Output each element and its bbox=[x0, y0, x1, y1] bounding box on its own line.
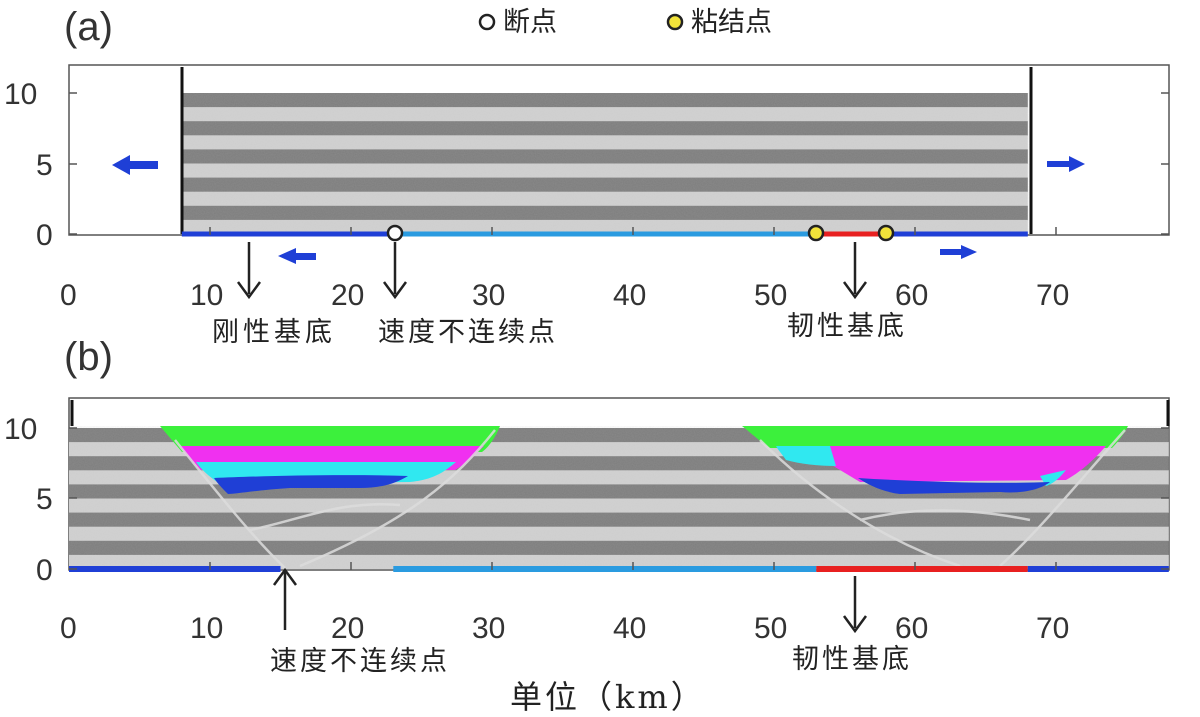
left-wall-motion-arrow bbox=[112, 155, 158, 175]
breakpoint-marker bbox=[386, 224, 404, 242]
right-basin-blue-layer bbox=[858, 478, 1050, 494]
panel-b-y-tick-10: 10 bbox=[4, 413, 37, 446]
panel-a-grain bbox=[182, 93, 1031, 234]
panel-b-x-tick-30: 30 bbox=[472, 612, 505, 645]
panel-a-x-tick-40: 40 bbox=[613, 279, 646, 312]
right-wall-motion-arrow bbox=[1047, 156, 1085, 172]
panel-b-content bbox=[69, 426, 1169, 569]
ductile-basement-label-a: 韧性基底 bbox=[787, 311, 907, 342]
right-basin-fill bbox=[742, 426, 1128, 494]
bond-point-legend-marker bbox=[666, 13, 684, 31]
x-axis-label: 单位（km） bbox=[510, 678, 706, 716]
panel-b-x-tick-70: 70 bbox=[1036, 612, 1069, 645]
panel-b-y-axis bbox=[69, 427, 1169, 570]
panel-a-x-tick-marks bbox=[209, 227, 1057, 235]
left-basement-motion-arrow bbox=[278, 248, 316, 264]
velocity-discontinuity-label-b: 速度不连续点 bbox=[270, 646, 450, 677]
ductile-basement-arrow-b bbox=[842, 576, 868, 634]
panel-a-x-tick-10: 10 bbox=[190, 279, 223, 312]
bond-point-marker-left bbox=[807, 224, 825, 242]
panel-b-y-tick-5: 5 bbox=[36, 483, 53, 516]
panel-b-x-tick-20: 20 bbox=[331, 612, 364, 645]
right-basin-green-layer bbox=[742, 426, 1128, 448]
right-basin-magenta-layer bbox=[800, 446, 1106, 482]
panel-a-x-tick-70: 70 bbox=[1036, 279, 1069, 312]
panel-a-x-tick-20: 20 bbox=[331, 279, 364, 312]
ductile-basement-label-b: 韧性基底 bbox=[792, 644, 912, 675]
panel-a-x-tick-30: 30 bbox=[472, 279, 505, 312]
panel-b-label: (b) bbox=[64, 335, 113, 379]
ductile-basement-arrow-a bbox=[842, 242, 868, 300]
panel-b: (b) bbox=[4, 335, 1170, 677]
legend-breakpoint-label: 断点 bbox=[503, 7, 557, 38]
rigid-basement-arrow bbox=[236, 242, 262, 300]
panel-a: (a) 0 5 bbox=[4, 5, 1170, 348]
panel-a-y-tick-5: 5 bbox=[36, 149, 53, 182]
breakpoint-legend-marker bbox=[478, 13, 496, 31]
velocity-discontinuity-label-a: 速度不连续点 bbox=[378, 317, 558, 348]
panel-b-x-tick-0: 0 bbox=[60, 612, 77, 645]
panel-b-x-tick-10: 10 bbox=[190, 612, 223, 645]
panel-a-y-tick-0: 0 bbox=[36, 219, 53, 252]
panel-a-label: (a) bbox=[64, 5, 113, 49]
panel-b-x-tick-40: 40 bbox=[613, 612, 646, 645]
fault-traces bbox=[174, 429, 1126, 569]
panel-b-x-tick-marks bbox=[209, 562, 1057, 570]
panel-b-y-tick-0: 0 bbox=[36, 554, 53, 587]
panel-a-x-tick-50: 50 bbox=[754, 279, 787, 312]
panel-a-x-tick-60: 60 bbox=[895, 279, 928, 312]
panel-b-x-tick-60: 60 bbox=[895, 612, 928, 645]
velocity-discontinuity-arrow-b bbox=[272, 567, 298, 630]
right-basin-cyan-layer bbox=[776, 446, 1066, 486]
rigid-basement-label: 刚性基底 bbox=[212, 317, 336, 348]
legend-bond-point-label: 粘结点 bbox=[691, 7, 772, 38]
panel-b-x-tick-50: 50 bbox=[754, 612, 787, 645]
left-basin-fill bbox=[160, 426, 500, 494]
left-basin-blue-layer bbox=[214, 475, 408, 494]
legend: 断点 粘结点 bbox=[478, 7, 772, 38]
panel-a-y-tick-10: 10 bbox=[4, 78, 37, 111]
bond-point-marker-right bbox=[877, 224, 895, 242]
panel-a-y-axis bbox=[69, 92, 1169, 235]
right-basement-motion-arrow bbox=[940, 245, 977, 259]
velocity-discontinuity-arrow-a bbox=[382, 242, 408, 300]
panel-a-x-tick-0: 0 bbox=[60, 279, 77, 312]
left-basin-green-layer bbox=[160, 426, 500, 452]
